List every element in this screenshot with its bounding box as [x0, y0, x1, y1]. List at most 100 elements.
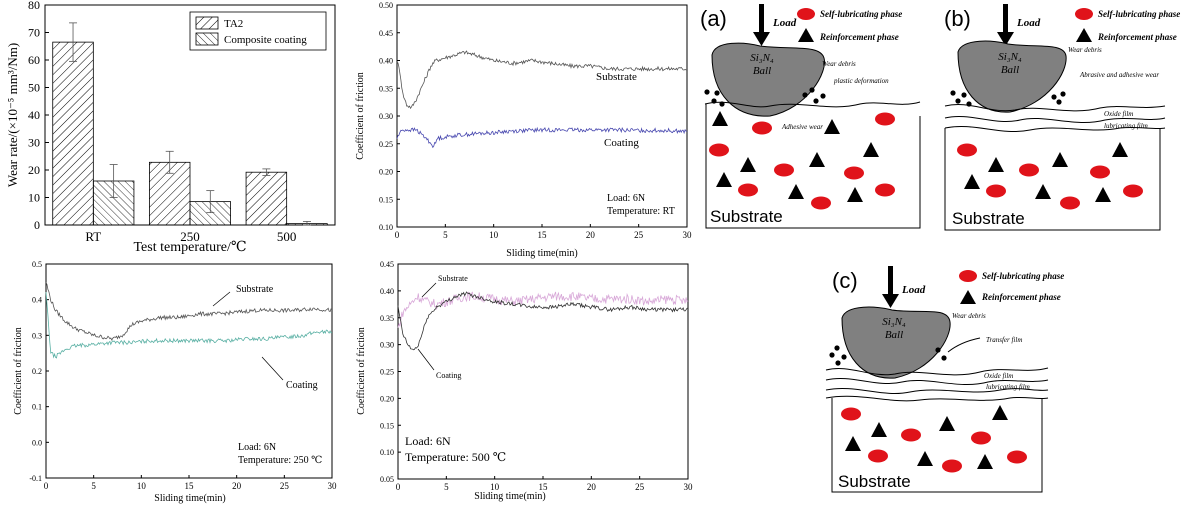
self-lubricating-particle: [1019, 163, 1039, 177]
c250-annotation-load: Load: 6N: [238, 442, 276, 453]
schematic-b-film-1: [944, 104, 1166, 112]
line-y-tick-label: 0.15: [379, 195, 393, 204]
line-series-substrate: [397, 291, 689, 328]
line-x-tick-label: 0: [395, 230, 400, 240]
line-y-tick-label: 0.50: [379, 1, 393, 10]
wear-debris-particle: [835, 360, 841, 366]
schematic-c-arrow-shaft: [888, 266, 893, 296]
bar-y-tick-label: 0: [34, 218, 40, 232]
rt-chart-lines: [396, 50, 688, 149]
schematic-b-label-debris: Wear debris: [1068, 46, 1102, 54]
schematic-b-arrow-shaft: [1003, 4, 1008, 34]
schematic-c-transfer-film: [947, 337, 981, 353]
line-y-tick-label: -0.1: [29, 474, 42, 483]
schematic-a-particles: [704, 87, 895, 210]
friction-rt-chart: 0.10 0.15 0.20 0.25 0.30 0.35 0.40 0.45 0.50 0 5 1…: [355, 1, 692, 259]
rt-chart-y-ticks: 0.10 0.15 0.20 0.25 0.30 0.35 0.40 0.45 0.50: [379, 1, 400, 232]
line-y-tick-label: 0.35: [380, 314, 394, 323]
bar-chart-bars: [52, 22, 328, 226]
schematic-a-label-debris: Wear debris: [822, 60, 856, 68]
c250-coating-pointer: [261, 356, 284, 381]
schematic-a-ball: [711, 42, 825, 117]
schematic-a-substrate-box: [705, 104, 921, 229]
bar-x-tick-label: RT: [85, 229, 101, 244]
rt-annotation-temp: Temperature: RT: [607, 206, 675, 217]
schematic-a-load-label: Load: [772, 17, 797, 29]
schematic-a-legend-red: [797, 8, 815, 20]
schematic-b-film-2: [944, 116, 1166, 123]
wear-debris-particle: [950, 90, 956, 96]
schematic-c-substrate-label: Substrate: [838, 472, 911, 491]
wear-debris-particle: [813, 98, 819, 104]
line-x-tick-label: 10: [137, 481, 147, 491]
wear-debris-particle: [820, 93, 826, 99]
wear-debris-particle: [714, 90, 720, 96]
schematic-a-label-adhesive: Adhesive wear: [781, 123, 823, 131]
line-y-tick-label: 0.20: [380, 394, 394, 403]
c250-chart-y-axis-label: Coefficient of friction: [13, 327, 24, 415]
c250-chart-lines: [45, 282, 333, 359]
wear-debris-particle: [955, 98, 961, 104]
schematic-b-legend-triangle: [1076, 28, 1092, 42]
legend-swatch-ta2: [195, 16, 219, 30]
rt-annotation-load: Load: 6N: [607, 193, 645, 204]
bar-chart-y-axis-label: Wear rate/(×10⁻⁵ mm³/Nm): [5, 43, 20, 187]
wear-debris-particle: [966, 101, 972, 107]
line-x-tick-label: 5: [91, 481, 96, 491]
schematic-b-arrow-head: [997, 32, 1014, 46]
line-y-tick-label: 0.1: [32, 403, 42, 412]
c500-coating-pointer: [417, 348, 435, 371]
schematic-c-label-lubricating: lubricating film: [986, 383, 1030, 391]
self-lubricating-particle: [901, 428, 921, 442]
line-x-tick-label: 10: [489, 230, 499, 240]
self-lubricating-particle: [875, 183, 895, 197]
schematic-a-legend-reinf: Reinforcement phase: [819, 32, 899, 42]
schematic-c-legend-reinf: Reinforcement phase: [981, 292, 1061, 302]
line-x-tick-label: 15: [538, 230, 548, 240]
line-y-tick-label: 0.45: [380, 260, 394, 269]
reinforcement-particle: [977, 454, 993, 469]
schematic-c-legend-triangle: [960, 290, 976, 304]
line-y-tick-label: 0.5: [32, 260, 42, 269]
c250-chart-x-axis-label: Sliding time(min): [154, 493, 225, 504]
rt-series-label-coating: Coating: [604, 137, 639, 149]
self-lubricating-particle: [774, 163, 794, 177]
c250-series-label-substrate: Substrate: [236, 284, 274, 295]
schematic-b-ball-line1: Si₃N₄: [998, 51, 1022, 63]
self-lubricating-particle: [752, 121, 772, 135]
bar-ta2: [245, 171, 288, 226]
line-y-tick-label: 0.05: [380, 475, 394, 484]
bar-x-tick-label: 250: [180, 229, 200, 244]
self-lubricating-particle: [986, 184, 1006, 198]
wear-debris-particle: [961, 92, 967, 98]
line-y-tick-label: 0.20: [379, 168, 393, 177]
line-y-tick-label: 0.10: [379, 223, 393, 232]
c500-chart-y-ticks: 0.05 0.10 0.15 0.20 0.25 0.30 0.35 0.40 0.45: [380, 260, 401, 484]
c250-substrate-pointer: [212, 291, 231, 307]
c500-chart-x-axis-label: Sliding time(min): [474, 491, 545, 502]
reinforcement-particle: [824, 119, 840, 134]
schematic-b-legend-red: [1075, 8, 1093, 20]
schematic-a-label-plastic: plastic deformation: [833, 77, 889, 85]
schematic-c-ball-line1: Si₃N₄: [882, 316, 906, 328]
line-y-tick-label: 0.40: [379, 57, 393, 66]
schematic-a-surface: [704, 101, 921, 108]
reinforcement-particle: [1112, 142, 1128, 157]
self-lubricating-particle: [738, 183, 758, 197]
reinforcement-particle: [712, 111, 728, 126]
c500-chart-lines: [397, 291, 689, 351]
bar-y-tick-label: 80: [28, 0, 40, 12]
friction-500-chart: 0.05 0.10 0.15 0.20 0.25 0.30 0.35 0.40 0.45 0 5 1…: [356, 260, 693, 502]
self-lubricating-particle: [942, 459, 962, 473]
wear-debris-particle: [704, 89, 710, 95]
schematic-a-legend-triangle: [798, 28, 814, 42]
line-x-tick-label: 25: [634, 230, 644, 240]
line-x-tick-label: 30: [328, 481, 338, 491]
line-x-tick-label: 0: [44, 481, 49, 491]
schematic-a-tag: (a): [700, 6, 727, 31]
schematic-b-particles: [950, 90, 1143, 210]
line-x-tick-label: 20: [587, 482, 597, 492]
self-lubricating-particle: [844, 166, 864, 180]
schematic-b: (b) Load Self-lubricating phase Reinforc…: [944, 4, 1180, 231]
schematic-a-ball-line1: Si₃N₄: [750, 52, 774, 64]
